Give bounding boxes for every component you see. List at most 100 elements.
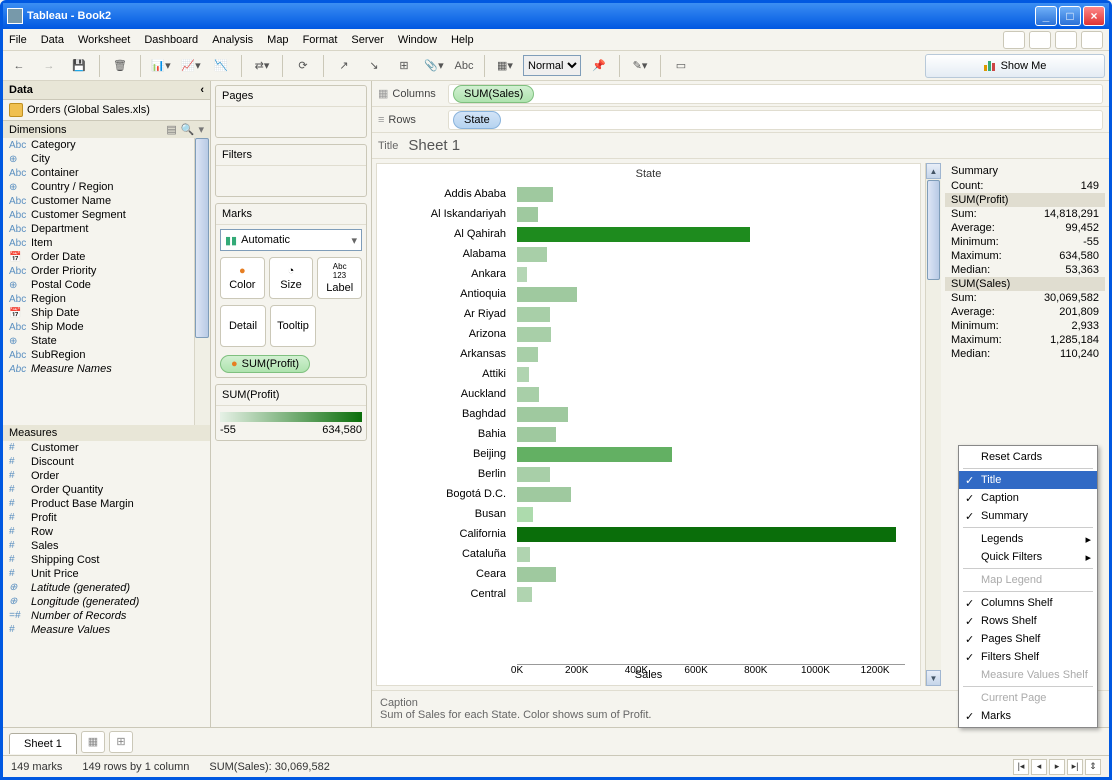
- size-button[interactable]: ◔Size: [269, 257, 314, 299]
- measure-field[interactable]: #Order: [3, 469, 210, 483]
- menu-map[interactable]: Map: [267, 34, 288, 46]
- mark-type-select[interactable]: ▮▮ Automatic ▾: [220, 229, 362, 251]
- home-tab-icon[interactable]: [1081, 31, 1103, 49]
- menu-dashboard[interactable]: Dashboard: [144, 34, 198, 46]
- rows-drop-area[interactable]: State: [448, 110, 1103, 130]
- bar[interactable]: [517, 367, 529, 382]
- menu-icon[interactable]: ▾: [198, 123, 204, 136]
- bar[interactable]: [517, 307, 550, 322]
- clear-icon[interactable]: 📉: [209, 54, 233, 78]
- scroll-down-icon[interactable]: ▼: [926, 670, 941, 686]
- menu-data[interactable]: Data: [41, 34, 64, 46]
- measure-field[interactable]: =#Number of Records: [3, 609, 210, 623]
- dimension-field[interactable]: AbcSubRegion: [3, 348, 210, 362]
- sheet-title[interactable]: Sheet 1: [408, 137, 460, 154]
- minimize-button[interactable]: _: [1035, 6, 1057, 26]
- ctx-item-summary[interactable]: Summary: [959, 507, 1097, 525]
- nav-next-icon[interactable]: ▸: [1049, 759, 1065, 775]
- measure-field[interactable]: ⊕Latitude (generated): [3, 581, 210, 595]
- dimension-field[interactable]: ⊕City: [3, 152, 210, 166]
- new-sheet-icon[interactable]: 📊▾: [149, 54, 173, 78]
- measure-field[interactable]: #Order Quantity: [3, 483, 210, 497]
- bar[interactable]: [517, 347, 538, 362]
- highlight-icon[interactable]: ✎▾: [628, 54, 652, 78]
- menu-format[interactable]: Format: [303, 34, 338, 46]
- dimension-field[interactable]: AbcCustomer Name: [3, 194, 210, 208]
- measure-field[interactable]: #Profit: [3, 511, 210, 525]
- clip-icon[interactable]: 📎▾: [422, 54, 446, 78]
- bar[interactable]: [517, 327, 551, 342]
- presentation-tab-icon[interactable]: [1003, 31, 1025, 49]
- nav-first-icon[interactable]: |◂: [1013, 759, 1029, 775]
- menu-window[interactable]: Window: [398, 34, 437, 46]
- sort-desc-icon[interactable]: ↘: [362, 54, 386, 78]
- search-icon[interactable]: 🔍: [181, 123, 195, 136]
- dimension-field[interactable]: ⊕Country / Region: [3, 180, 210, 194]
- close-button[interactable]: ×: [1083, 6, 1105, 26]
- bar[interactable]: [517, 447, 672, 462]
- ctx-item-quick-filters[interactable]: Quick Filters: [959, 548, 1097, 566]
- dimension-field[interactable]: ⊕State: [3, 334, 210, 348]
- new-dashboard-icon[interactable]: ⊞: [109, 731, 133, 753]
- ctx-item-title[interactable]: Title: [959, 471, 1097, 489]
- show-me-button[interactable]: Show Me: [925, 54, 1105, 78]
- ctx-item-filters-shelf[interactable]: Filters Shelf: [959, 648, 1097, 666]
- measure-field[interactable]: #Measure Values: [3, 623, 210, 637]
- bar[interactable]: [517, 287, 577, 302]
- present-icon[interactable]: ▭: [669, 54, 693, 78]
- nav-options-icon[interactable]: ⇕: [1085, 759, 1101, 775]
- columns-pill[interactable]: SUM(Sales): [453, 85, 534, 103]
- dimension-field[interactable]: ⊕Postal Code: [3, 278, 210, 292]
- tooltip-button[interactable]: Tooltip: [270, 305, 316, 347]
- bar[interactable]: [517, 487, 571, 502]
- bar[interactable]: [517, 567, 556, 582]
- dimension-field[interactable]: AbcContainer: [3, 166, 210, 180]
- measure-field[interactable]: #Sales: [3, 539, 210, 553]
- menu-analysis[interactable]: Analysis: [212, 34, 253, 46]
- measure-field[interactable]: ⊕Longitude (generated): [3, 595, 210, 609]
- ctx-item-legends[interactable]: Legends: [959, 530, 1097, 548]
- pin-icon[interactable]: 📌: [587, 54, 611, 78]
- ctx-item-rows-shelf[interactable]: Rows Shelf: [959, 612, 1097, 630]
- rows-pill[interactable]: State: [453, 111, 501, 129]
- detail-button[interactable]: Detail: [220, 305, 266, 347]
- sort-asc-icon[interactable]: ↗: [332, 54, 356, 78]
- dimension-field[interactable]: AbcCategory: [3, 138, 210, 152]
- dimension-field[interactable]: AbcShip Mode: [3, 320, 210, 334]
- measure-field[interactable]: #Discount: [3, 455, 210, 469]
- ctx-item-columns-shelf[interactable]: Columns Shelf: [959, 594, 1097, 612]
- nav-prev-icon[interactable]: ◂: [1031, 759, 1047, 775]
- back-icon[interactable]: ←: [7, 54, 31, 78]
- bar[interactable]: [517, 387, 539, 402]
- bar[interactable]: [517, 267, 527, 282]
- bar[interactable]: [517, 587, 532, 602]
- bar[interactable]: [517, 427, 556, 442]
- bar[interactable]: [517, 467, 550, 482]
- dimension-field[interactable]: AbcOrder Priority: [3, 264, 210, 278]
- measure-field[interactable]: #Customer: [3, 441, 210, 455]
- filters-card-body[interactable]: [216, 166, 366, 196]
- dimension-field[interactable]: AbcRegion: [3, 292, 210, 306]
- pages-card-body[interactable]: [216, 107, 366, 137]
- menu-server[interactable]: Server: [351, 34, 383, 46]
- refresh-icon[interactable]: ⟳: [291, 54, 315, 78]
- bar[interactable]: [517, 247, 547, 262]
- bar[interactable]: [517, 407, 568, 422]
- new-worksheet-icon[interactable]: ▦: [81, 731, 105, 753]
- menu-file[interactable]: File: [9, 34, 27, 46]
- duplicate-icon[interactable]: 📈▾: [179, 54, 203, 78]
- view-icon[interactable]: ▤: [166, 123, 176, 136]
- ctx-item-pages-shelf[interactable]: Pages Shelf: [959, 630, 1097, 648]
- bar[interactable]: [517, 547, 530, 562]
- maximize-button[interactable]: □: [1059, 6, 1081, 26]
- swap-icon[interactable]: ⇄▾: [250, 54, 274, 78]
- dimension-field[interactable]: 📅Order Date: [3, 250, 210, 264]
- label-icon[interactable]: Abc: [452, 54, 476, 78]
- forward-icon[interactable]: →: [37, 54, 61, 78]
- dimension-field[interactable]: 📅Ship Date: [3, 306, 210, 320]
- measure-field[interactable]: #Product Base Margin: [3, 497, 210, 511]
- grid-tab-icon[interactable]: [1029, 31, 1051, 49]
- fit-mode-select[interactable]: Normal: [523, 55, 581, 76]
- bar[interactable]: [517, 527, 896, 542]
- dimension-field[interactable]: AbcItem: [3, 236, 210, 250]
